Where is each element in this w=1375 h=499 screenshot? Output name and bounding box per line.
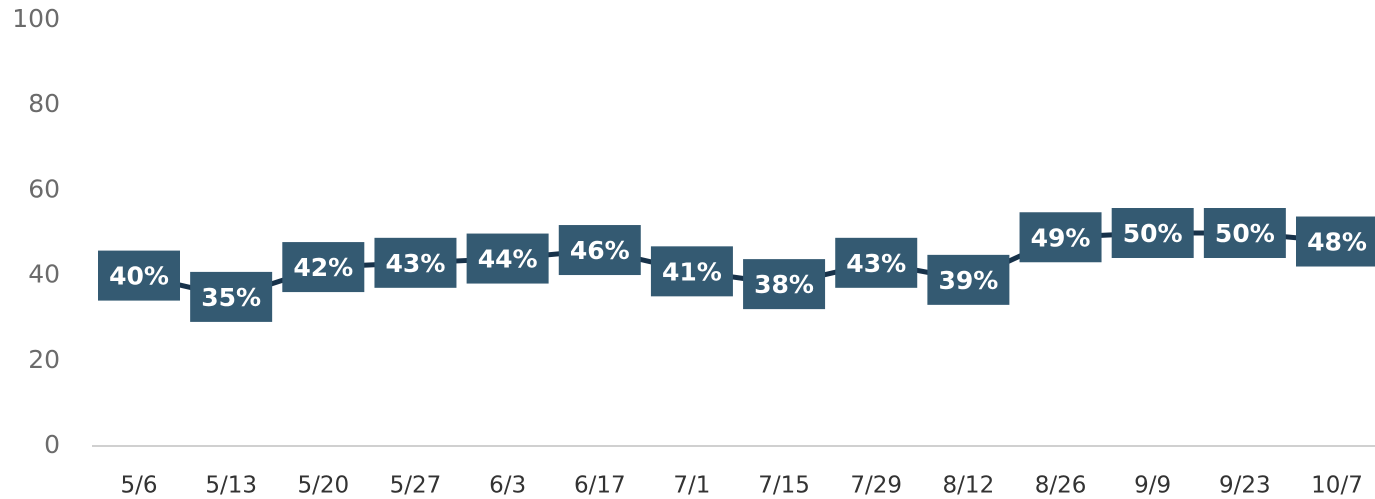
x-tick-label: 8/12 (943, 473, 995, 499)
x-tick-label: 7/1 (673, 473, 710, 499)
x-tick-label: 6/3 (489, 473, 526, 499)
x-tick-label: 6/17 (574, 473, 626, 499)
data-label-box (558, 225, 641, 276)
data-label-box (1019, 212, 1102, 263)
y-tick-label: 60 (28, 174, 60, 203)
y-tick-label: 20 (28, 345, 60, 374)
data-label: 38% (754, 270, 814, 299)
x-tick-label: 5/27 (390, 473, 442, 499)
x-tick-label: 10/7 (1311, 473, 1363, 499)
data-label-box (190, 271, 273, 322)
x-tick-label: 5/6 (120, 473, 157, 499)
data-label: 39% (938, 266, 998, 295)
data-label: 44% (478, 245, 538, 274)
data-label: 48% (1307, 228, 1367, 257)
data-label: 43% (846, 249, 906, 278)
data-label-box (282, 242, 365, 293)
data-label: 35% (201, 283, 261, 312)
y-tick-label: 40 (28, 260, 60, 289)
data-label: 46% (570, 236, 630, 265)
x-tick-label: 9/23 (1219, 473, 1271, 499)
data-label-box (1203, 208, 1286, 258)
x-tick-label: 7/15 (758, 473, 810, 499)
data-label-box (374, 237, 457, 288)
x-tick-label: 7/29 (850, 473, 902, 499)
x-tick-label: 5/13 (205, 473, 257, 499)
data-label: 41% (662, 257, 722, 286)
x-tick-label: 5/20 (297, 473, 349, 499)
data-label-box (743, 259, 826, 310)
data-label: 40% (109, 262, 169, 291)
data-label: 43% (386, 249, 446, 278)
y-tick-label: 0 (44, 430, 60, 459)
y-tick-label: 100 (12, 4, 60, 33)
data-label-box (1111, 208, 1194, 258)
data-label-box (650, 246, 733, 297)
data-label: 42% (293, 253, 353, 282)
data-label-box (466, 233, 549, 284)
data-label: 49% (1031, 223, 1091, 252)
y-tick-label: 80 (28, 89, 60, 118)
data-label: 50% (1123, 219, 1183, 248)
data-label-box (835, 237, 918, 288)
data-label-box (98, 250, 180, 301)
data-label-box (1296, 216, 1375, 267)
x-tick-label: 9/9 (1134, 473, 1171, 499)
data-label: 50% (1215, 219, 1275, 248)
data-label-box (927, 254, 1010, 305)
x-tick-label: 8/26 (1035, 473, 1087, 499)
